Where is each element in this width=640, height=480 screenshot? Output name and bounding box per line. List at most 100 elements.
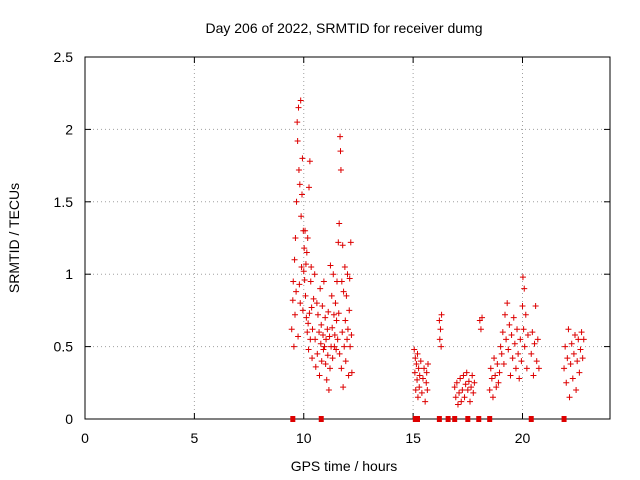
zero-line-marker <box>445 416 451 422</box>
data-point <box>324 352 331 359</box>
data-point <box>294 119 301 126</box>
data-point <box>325 387 332 394</box>
data-point <box>423 379 430 386</box>
data-point <box>505 346 512 353</box>
data-point <box>469 372 476 379</box>
zero-line-marker <box>528 416 534 422</box>
data-point <box>438 343 445 350</box>
data-point <box>339 242 346 249</box>
data-point <box>347 343 354 350</box>
data-point <box>419 375 426 382</box>
data-point <box>306 158 313 165</box>
data-point <box>460 372 467 379</box>
data-point <box>575 336 582 343</box>
y-tick-label: 1.5 <box>54 194 74 210</box>
data-point <box>452 394 459 401</box>
zero-line-marker <box>487 416 493 422</box>
data-point <box>570 350 577 357</box>
data-point <box>456 389 463 396</box>
data-point <box>470 389 477 396</box>
zero-line-marker <box>318 416 324 422</box>
data-point <box>530 372 537 379</box>
data-point <box>329 355 336 362</box>
data-point <box>288 326 295 333</box>
zero-line-marker <box>290 416 296 422</box>
data-point <box>504 300 511 307</box>
data-point <box>413 360 420 367</box>
data-point <box>511 340 518 347</box>
data-point <box>580 336 587 343</box>
data-point <box>578 329 585 336</box>
data-point <box>574 358 581 365</box>
data-point <box>437 326 444 333</box>
data-point <box>297 97 304 104</box>
data-point <box>519 274 526 281</box>
zero-line-marker <box>465 416 471 422</box>
data-point <box>515 350 522 357</box>
data-point <box>346 307 353 314</box>
data-point <box>333 317 340 324</box>
data-point <box>339 329 346 336</box>
data-point <box>301 245 308 252</box>
data-point <box>341 343 348 350</box>
y-axis-label: SRMTID / TECUs <box>6 183 22 293</box>
data-point <box>302 292 309 299</box>
data-point <box>314 350 321 357</box>
data-point <box>328 292 335 299</box>
data-point <box>303 249 310 256</box>
data-point <box>520 326 527 333</box>
data-point <box>305 320 312 327</box>
data-point <box>310 295 317 302</box>
data-point <box>412 387 419 394</box>
data-point <box>311 271 318 278</box>
data-point <box>321 343 328 350</box>
data-point <box>519 303 526 310</box>
grid <box>85 57 610 419</box>
data-point <box>309 355 316 362</box>
data-point <box>529 329 536 336</box>
data-point <box>509 355 516 362</box>
zero-line-marker <box>476 416 482 422</box>
data-point <box>492 372 499 379</box>
data-point <box>296 181 303 188</box>
data-point <box>438 311 445 318</box>
data-point <box>565 326 572 333</box>
data-point <box>298 263 305 270</box>
data-point <box>318 358 325 365</box>
data-point <box>342 317 349 324</box>
data-point <box>342 358 349 365</box>
data-point <box>302 227 309 234</box>
data-point <box>289 297 296 304</box>
data-point <box>324 326 331 333</box>
data-point <box>346 275 353 282</box>
data-point <box>302 261 309 268</box>
data-point <box>486 387 493 394</box>
data-point <box>314 311 321 318</box>
data-point <box>497 343 504 350</box>
data-point <box>516 375 523 382</box>
data-point <box>499 329 506 336</box>
data-point <box>562 343 569 350</box>
data-point <box>338 365 345 372</box>
data-point <box>453 379 460 386</box>
data-point <box>468 384 475 391</box>
data-point <box>308 304 315 311</box>
data-point <box>503 336 510 343</box>
data-point <box>325 308 332 315</box>
data-point <box>303 314 310 321</box>
data-point <box>336 220 343 227</box>
data-point <box>436 336 443 343</box>
data-point <box>471 379 478 386</box>
data-point <box>498 350 505 357</box>
data-point <box>521 343 528 350</box>
data-point <box>500 360 507 367</box>
x-tick-label: 5 <box>190 430 198 446</box>
data-point <box>295 166 302 173</box>
data-point <box>423 369 430 376</box>
data-point <box>523 365 530 372</box>
data-point <box>535 365 542 372</box>
data-point <box>304 329 311 336</box>
zero-line-marker <box>415 416 420 422</box>
data-point <box>306 310 313 317</box>
